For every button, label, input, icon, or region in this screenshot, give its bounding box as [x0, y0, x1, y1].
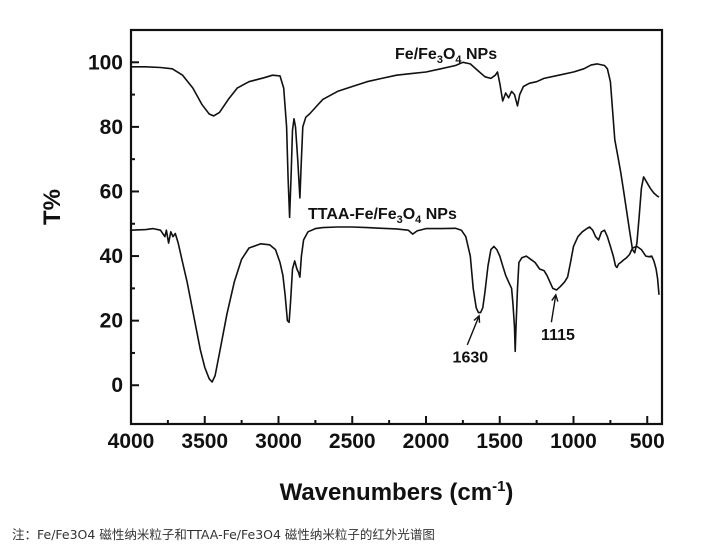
axis-ticks: 4000 3500 3000 2500 2000 1500 1000 500 0 20 40 60 80… — [88, 51, 665, 453]
y-tick-label: 60 — [100, 180, 123, 203]
annotation-label: 1630 — [453, 350, 489, 367]
x-tick-label: 1000 — [550, 430, 597, 453]
spectrum-lines — [130, 61, 660, 383]
series-line-1 — [130, 226, 660, 383]
ir-spectrum-chart: 4000 3500 3000 2500 2000 1500 1000 500 0 20 40 60 80… — [39, 28, 665, 506]
plot-frame — [129, 28, 664, 426]
annotation-arrow — [550, 294, 557, 323]
series-label-ttaa-fe-fe3o4: TTAA-Fe/Fe3O4 NPs — [308, 206, 457, 226]
x-tick-label: 3500 — [181, 430, 228, 453]
x-tick-label: 500 — [630, 430, 665, 453]
annotation-arrow — [466, 315, 480, 346]
x-tick-label: 1500 — [476, 430, 523, 453]
y-tick-label: 20 — [100, 310, 123, 333]
x-tick-label: 2000 — [403, 430, 450, 453]
figure-caption: 注：Fe/Fe3O4 磁性纳米粒子和TTAA-Fe/Fe3O4 磁性纳米粒子的红… — [12, 527, 435, 542]
x-axis-title: Wavenumbers (cm-1) — [280, 478, 514, 506]
y-tick-label: 40 — [100, 245, 123, 268]
annotation-arrowhead — [551, 293, 559, 302]
series-line-0 — [131, 61, 660, 254]
y-tick-label: 80 — [100, 116, 123, 139]
series-label-fe-fe3o4: Fe/Fe3O4 NPs — [395, 46, 497, 66]
x-tick-label: 3000 — [255, 430, 302, 453]
y-tick-label: 0 — [111, 374, 123, 397]
annotation-label: 1115 — [541, 327, 575, 344]
y-axis-title: T% — [39, 189, 66, 225]
annotation-arrowhead — [473, 314, 481, 323]
x-tick-label: 2500 — [329, 430, 376, 453]
x-tick-label: 4000 — [108, 430, 155, 453]
peak-annotations: 1630 1115 — [453, 293, 575, 367]
y-tick-label: 100 — [88, 51, 123, 74]
